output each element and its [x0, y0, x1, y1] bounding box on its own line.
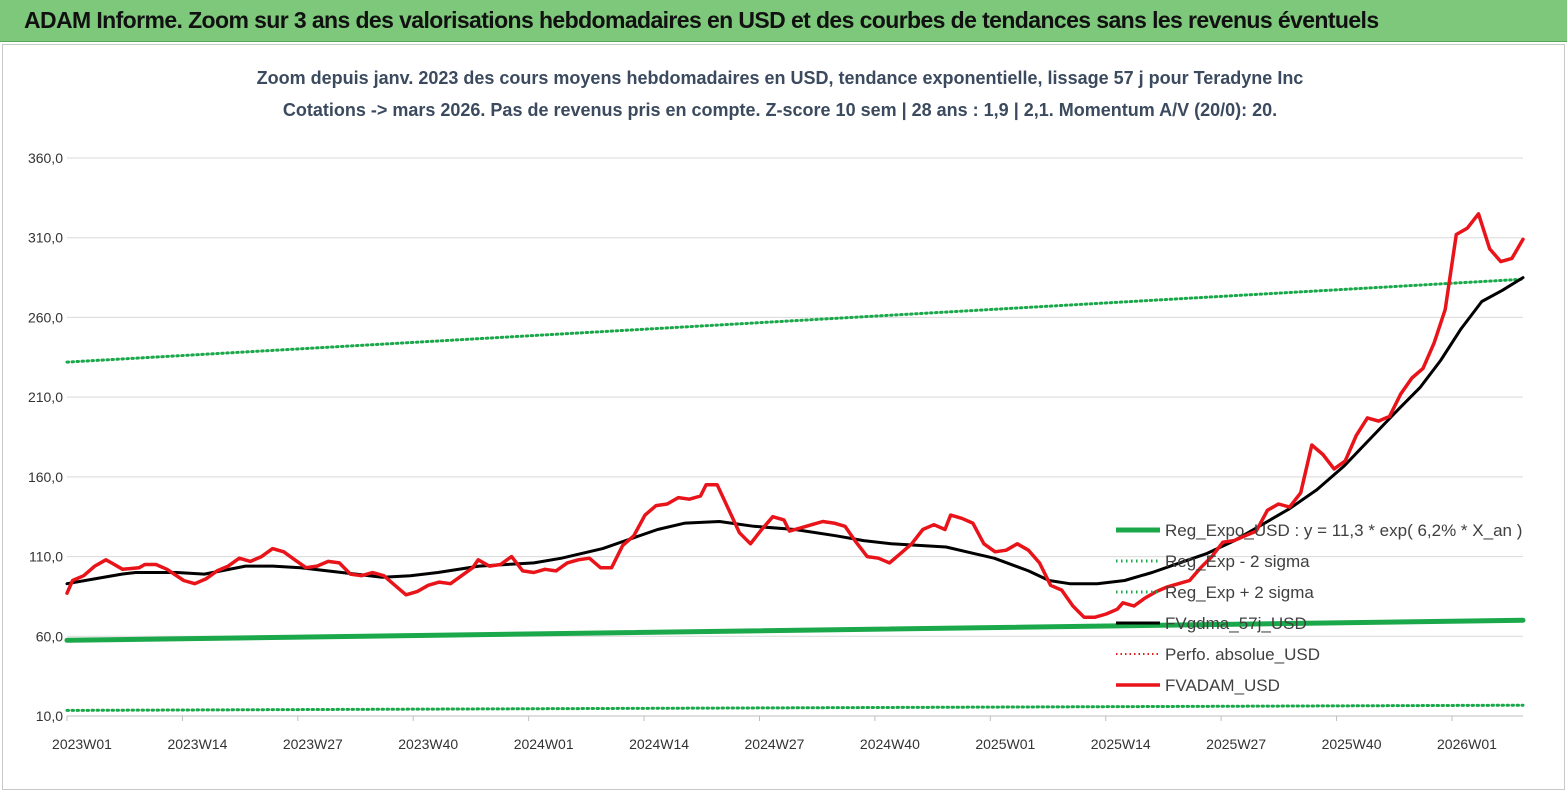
x-tick-label: 2025W14: [1091, 736, 1151, 752]
y-tick-label: 310,0: [28, 230, 63, 246]
y-tick-label: 10,0: [36, 708, 63, 724]
y-tick-label: 110,0: [29, 549, 63, 565]
y-tick-label: 210,0: [28, 389, 63, 405]
chart-gridlines: [67, 157, 1523, 717]
chart-legend: Reg_Expo_USD : y = 11,3 * exp( 6,2% * X_…: [1116, 521, 1522, 695]
y-tick-label: 60,0: [36, 628, 63, 644]
y-axis-ticks: 10,0 60,0 110,0 160,0 210,0 260,0 310,0 360,0: [28, 150, 63, 724]
x-tick-label: 2023W01: [52, 736, 112, 752]
x-tick-label: 2024W40: [860, 736, 920, 752]
legend-label: FVADAM_USD: [1165, 676, 1280, 695]
series-line-band: [65, 703, 1525, 712]
legend-label: Reg_Exp - 2 sigma: [1165, 552, 1310, 571]
x-tick-label: 2025W27: [1206, 736, 1266, 752]
y-tick-label: 160,0: [28, 469, 63, 485]
legend-label: FVgdma_57j_USD: [1165, 614, 1307, 633]
legend-label: Reg_Exp + 2 sigma: [1165, 583, 1314, 602]
legend-label: Reg_Expo_USD : y = 11,3 * exp( 6,2% * X_…: [1165, 521, 1522, 540]
series-line-reg: [64, 617, 1526, 643]
x-axis-ticks: 2023W01 2023W14 2023W27 2023W40 2024W01 2024W…: [52, 716, 1497, 752]
x-tick-label: 2024W27: [745, 736, 805, 752]
chart-series: [64, 212, 1526, 712]
chart-title: Zoom depuis janv. 2023 des cours moyens …: [257, 68, 1304, 88]
y-tick-label: 260,0: [28, 309, 63, 325]
report-banner: ADAM Informe. Zoom sur 3 ans des valoris…: [0, 0, 1567, 42]
x-tick-label: 2025W01: [975, 736, 1035, 752]
report-title: ADAM Informe. Zoom sur 3 ans des valoris…: [24, 7, 1379, 33]
chart-subtitle: Cotations -> mars 2026. Pas de revenus p…: [283, 100, 1277, 120]
x-tick-label: 2024W01: [514, 736, 574, 752]
y-tick-label: 360,0: [28, 150, 63, 166]
series-line-gdma: [65, 276, 1525, 586]
legend-label: Perfo. absolue_USD: [1165, 645, 1320, 664]
x-tick-label: 2024W14: [629, 736, 689, 752]
x-tick-label: 2023W27: [283, 736, 343, 752]
series-line-price: [65, 212, 1525, 619]
x-tick-label: 2023W40: [398, 736, 458, 752]
x-tick-label: 2026W01: [1437, 736, 1497, 752]
series-line-band: [65, 277, 1525, 364]
x-tick-label: 2023W14: [167, 736, 227, 752]
x-tick-label: 2025W40: [1322, 736, 1382, 752]
chart-frame: [2, 44, 1565, 790]
